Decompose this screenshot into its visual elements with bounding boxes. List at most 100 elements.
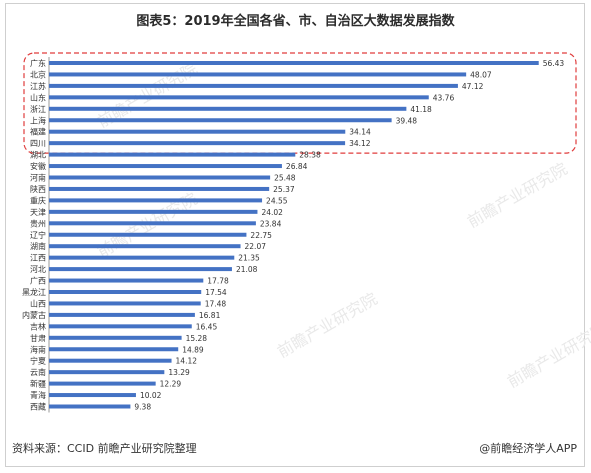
category-label: 辽宁 [30,230,46,240]
bar [49,186,270,191]
value-label: 14.89 [182,345,204,354]
bar [49,290,202,294]
bar [49,221,256,226]
category-label: 甘肃 [30,333,46,343]
value-label: 9.38 [134,403,151,412]
bar [49,83,458,88]
bar [49,358,172,363]
bar [49,152,296,157]
value-label: 47.12 [462,82,484,91]
bar [49,118,392,123]
value-label: 25.48 [274,174,296,183]
value-label: 34.14 [349,128,371,137]
value-label: 56.43 [543,59,565,68]
category-label: 陕西 [30,184,46,194]
value-label: 22.07 [245,242,267,251]
category-label: 广西 [30,276,46,286]
bar [49,324,192,329]
category-label: 重庆 [30,195,46,205]
chart-title: 图表5：2019年全国各省、市、自治区大数据发展指数 [136,14,455,29]
bar [49,370,165,375]
category-label: 西藏 [30,402,46,412]
watermark-text: 前瞻产业研究院 [274,289,381,361]
value-label: 22.75 [250,231,272,240]
category-label: 四川 [30,139,46,148]
bar [49,347,179,352]
category-label: 贵州 [30,218,46,228]
category-label: 江苏 [30,81,46,91]
category-label: 山西 [30,298,46,308]
bar [49,209,258,214]
bar [49,198,263,203]
category-label: 江西 [30,254,46,263]
category-label: 云南 [30,367,46,377]
value-label: 26.84 [286,162,308,171]
brand-label: @前瞻经济学人APP [479,442,577,455]
value-label: 14.12 [176,357,198,366]
bar [49,175,271,180]
category-label: 湖北 [30,151,46,160]
value-label: 24.55 [266,196,288,205]
watermark-text: 前瞻产业研究院 [464,159,571,231]
value-label: 21.08 [236,265,258,274]
bar [49,335,182,340]
value-label: 41.18 [410,105,432,114]
category-label: 青海 [30,390,46,400]
value-label: 24.02 [261,208,283,217]
bar [49,106,407,111]
bars-group: 广东 56.43 北京 48.07 江苏 47.12 山东 43.76 浙江 41.18 上海 39.… [22,58,564,412]
category-label: 海南 [30,344,46,354]
category-label: 安徽 [30,161,46,171]
value-label: 15.28 [186,334,208,343]
value-label: 17.78 [207,277,229,286]
bar [49,95,429,100]
category-label: 吉林 [30,321,46,331]
category-label: 广东 [30,58,46,68]
bar [49,312,195,317]
bar [49,164,282,169]
value-label: 39.48 [396,116,418,125]
category-label: 宁夏 [30,356,46,366]
category-label: 上海 [30,115,46,125]
category-label: 河北 [30,264,46,274]
category-label: 新疆 [30,379,46,389]
bar [49,404,131,409]
bar [49,141,346,146]
bar [49,278,204,283]
value-label: 28.38 [299,151,321,160]
bar [49,61,539,65]
bar [49,72,467,77]
bar [49,244,241,249]
bar [49,129,346,134]
bar [49,393,136,398]
bar [49,267,232,272]
category-label: 北京 [30,69,46,79]
category-label: 内蒙古 [22,310,46,320]
watermark-text: 前瞻产业研究院 [504,319,591,391]
value-label: 25.37 [273,185,295,194]
category-label: 黑龙江 [22,287,46,297]
source-note: 资料来源：CCID 前瞻产业研究院整理 [12,442,197,455]
category-label: 天津 [30,207,46,217]
category-label: 湖南 [30,241,46,251]
bar [49,381,156,386]
value-label: 13.29 [168,368,190,377]
value-label: 43.76 [433,93,455,102]
category-label: 福建 [30,127,46,137]
category-label: 浙江 [30,104,46,114]
value-label: 10.02 [140,391,162,400]
value-label: 16.45 [196,322,218,331]
bar [49,301,201,306]
value-label: 16.81 [199,311,221,320]
value-label: 48.07 [470,70,492,79]
top8-highlight-box [23,52,577,154]
bar [49,232,247,237]
value-label: 34.12 [349,139,371,148]
value-label: 12.29 [160,380,182,389]
value-label: 17.54 [205,288,227,297]
value-label: 23.84 [260,219,282,228]
category-label: 河南 [30,173,46,183]
category-label: 山东 [30,92,46,102]
value-label: 21.35 [238,254,260,263]
